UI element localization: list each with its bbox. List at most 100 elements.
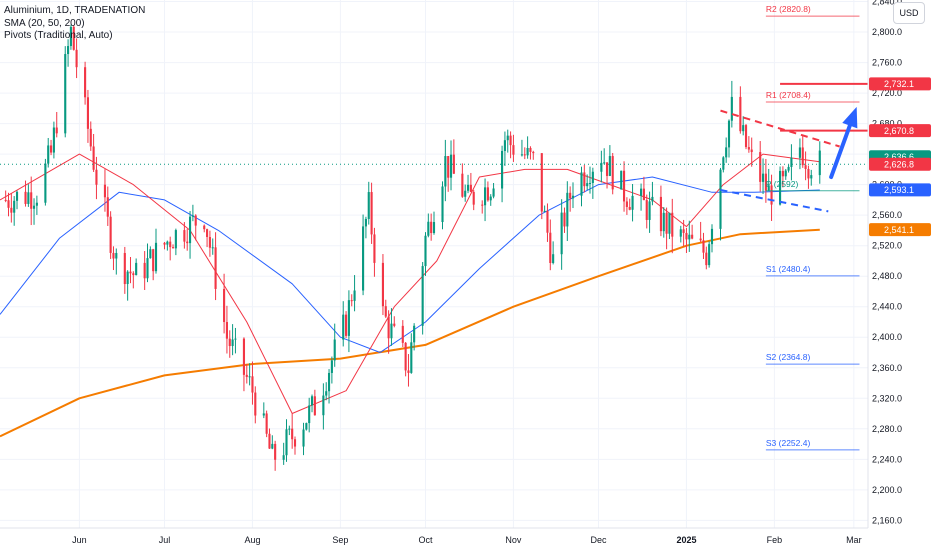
price-tick-label: 2,480.0 xyxy=(872,271,902,281)
candle xyxy=(662,207,665,238)
candle xyxy=(747,136,750,153)
candle xyxy=(571,182,575,209)
candle-body xyxy=(779,170,782,205)
candle xyxy=(790,144,793,181)
candle xyxy=(583,164,586,193)
candle xyxy=(481,200,484,214)
candle xyxy=(787,164,790,173)
candle xyxy=(807,165,810,189)
candle-body xyxy=(424,235,427,267)
candle-body xyxy=(381,262,385,307)
price-tick-label: 2,800.0 xyxy=(872,27,902,37)
candle-body xyxy=(645,200,648,220)
candle xyxy=(586,174,589,191)
time-tick-label: Nov xyxy=(505,535,522,545)
pivots-indicator-label[interactable]: Pivots (Traditional, Auto) xyxy=(4,30,113,41)
candle-body xyxy=(747,147,750,150)
candle-body xyxy=(588,182,592,184)
candle-body xyxy=(55,127,58,134)
candle xyxy=(588,166,592,194)
candle-body xyxy=(464,190,467,197)
candlestick-series xyxy=(4,24,821,471)
candle-body xyxy=(679,229,682,237)
candle xyxy=(642,176,645,201)
candle xyxy=(546,203,549,242)
candle-body xyxy=(642,188,645,201)
time-tick-label: Aug xyxy=(244,535,260,545)
candle-body xyxy=(282,455,285,460)
candle-body xyxy=(705,252,708,266)
candle xyxy=(291,413,294,449)
candle xyxy=(648,191,651,233)
candle-body xyxy=(362,226,365,291)
candle-body xyxy=(44,163,47,203)
symbol-title[interactable]: Aluminium, 1D, TRADENATION xyxy=(4,5,146,16)
candle-body xyxy=(69,26,72,47)
candle-body xyxy=(333,339,336,361)
candle-body xyxy=(563,212,566,227)
candle-body xyxy=(532,151,535,154)
candle xyxy=(725,137,728,163)
candle xyxy=(393,316,396,328)
time-axis[interactable]: Jun Jul Aug Sep Oct Nov Dec 2025 Feb Mar xyxy=(0,527,868,545)
candle-body xyxy=(818,150,821,176)
chart-grid xyxy=(0,0,868,528)
candle xyxy=(313,389,316,416)
candle xyxy=(274,440,277,471)
candle xyxy=(532,150,535,160)
candle-body xyxy=(353,290,356,301)
candle-body xyxy=(345,314,348,336)
candle-body xyxy=(727,120,731,148)
candle xyxy=(742,116,745,136)
candle-body xyxy=(262,413,265,416)
candle-body xyxy=(404,342,407,371)
candle-body xyxy=(106,197,109,217)
time-tick-label: Oct xyxy=(418,535,433,545)
sma-50-path xyxy=(0,176,820,353)
price-tick-label: 2,440.0 xyxy=(872,302,902,312)
pivot-label: S3 (2252.4) xyxy=(766,438,811,448)
candle-body xyxy=(481,204,484,206)
candle xyxy=(759,141,762,192)
candle xyxy=(166,240,169,251)
candle-body xyxy=(342,314,345,340)
currency-button[interactable]: USD xyxy=(893,2,925,24)
candle xyxy=(308,397,311,433)
candle-body xyxy=(325,391,328,396)
candle-body xyxy=(103,184,107,198)
candle xyxy=(135,258,138,276)
candle-body xyxy=(603,162,606,164)
candle-body xyxy=(742,125,745,132)
candle-body xyxy=(725,147,728,158)
sma-indicator-label[interactable]: SMA (20, 50, 200) xyxy=(4,17,85,29)
candle-body xyxy=(367,192,370,219)
candle-body xyxy=(208,237,211,248)
candle xyxy=(540,153,543,220)
candle xyxy=(203,224,206,233)
candle-body xyxy=(750,149,753,153)
candle-body xyxy=(665,212,668,234)
candle-body xyxy=(223,288,226,323)
candle-body xyxy=(452,154,455,174)
candle-body xyxy=(441,186,444,223)
candle xyxy=(483,178,487,222)
candle-body xyxy=(710,228,714,245)
candle-body xyxy=(310,396,314,406)
candle-body xyxy=(685,232,688,240)
candle-body xyxy=(770,185,773,205)
candle xyxy=(271,435,274,450)
candle xyxy=(302,422,305,456)
candle-body xyxy=(526,147,529,156)
candle-body xyxy=(129,271,132,274)
candle xyxy=(688,220,691,252)
resistance-trendline xyxy=(720,109,840,148)
candle-body xyxy=(169,241,172,248)
price-badge-bg xyxy=(869,77,931,91)
candle xyxy=(132,271,135,289)
candle-body xyxy=(489,196,492,201)
candle xyxy=(13,196,16,226)
candle xyxy=(149,246,152,259)
candle-body xyxy=(427,221,430,236)
candle-body xyxy=(691,234,694,239)
